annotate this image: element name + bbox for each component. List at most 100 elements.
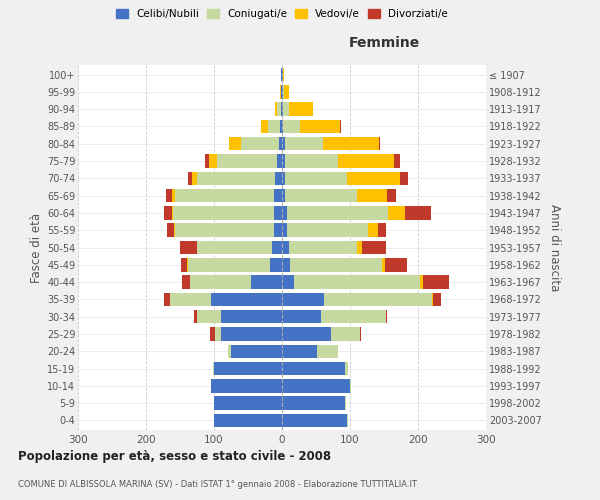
Bar <box>197 172 275 185</box>
Bar <box>172 206 173 220</box>
Bar <box>227 344 231 358</box>
Bar <box>274 206 282 220</box>
Bar <box>229 137 241 150</box>
Bar <box>281 85 282 98</box>
Bar <box>282 224 287 237</box>
Bar <box>287 224 368 237</box>
Bar <box>275 172 282 185</box>
Bar <box>359 327 361 340</box>
Bar <box>405 206 431 220</box>
Bar <box>164 292 170 306</box>
Bar <box>170 292 211 306</box>
Bar <box>294 276 420 289</box>
Bar <box>166 189 172 202</box>
Bar <box>194 310 197 324</box>
Bar <box>187 258 188 272</box>
Y-axis label: Anni di nascita: Anni di nascita <box>548 204 561 291</box>
Bar <box>388 206 405 220</box>
Bar <box>388 189 395 202</box>
Bar <box>282 258 290 272</box>
Bar <box>347 172 400 185</box>
Bar <box>385 258 407 272</box>
Bar <box>181 258 187 272</box>
Bar <box>212 362 214 376</box>
Bar <box>282 85 283 98</box>
Bar <box>286 154 338 168</box>
Bar <box>282 241 289 254</box>
Bar <box>281 102 282 116</box>
Bar <box>268 120 280 133</box>
Bar <box>282 276 294 289</box>
Bar <box>282 120 283 133</box>
Bar <box>394 154 400 168</box>
Bar <box>278 137 282 150</box>
Bar <box>174 224 175 237</box>
Bar <box>251 276 282 289</box>
Bar <box>284 85 289 98</box>
Bar <box>282 362 344 376</box>
Bar <box>172 189 175 202</box>
Bar <box>164 206 172 220</box>
Bar <box>209 154 217 168</box>
Bar <box>282 189 286 202</box>
Bar <box>378 224 386 237</box>
Bar <box>190 276 251 289</box>
Bar <box>214 396 282 410</box>
Bar <box>175 189 274 202</box>
Bar <box>175 224 274 237</box>
Bar <box>424 276 449 289</box>
Bar <box>270 258 282 272</box>
Bar <box>350 379 352 392</box>
Bar <box>282 310 322 324</box>
Bar <box>197 310 221 324</box>
Bar <box>323 137 379 150</box>
Bar <box>188 172 191 185</box>
Bar <box>282 396 344 410</box>
Bar <box>386 310 388 324</box>
Bar <box>282 327 331 340</box>
Bar <box>283 102 289 116</box>
Bar <box>215 327 221 340</box>
Y-axis label: Fasce di età: Fasce di età <box>29 212 43 282</box>
Bar <box>289 102 313 116</box>
Bar <box>182 276 190 289</box>
Bar <box>191 172 197 185</box>
Bar <box>400 172 408 185</box>
Bar <box>282 206 287 220</box>
Bar <box>338 154 394 168</box>
Bar <box>282 172 286 185</box>
Bar <box>282 137 286 150</box>
Bar <box>272 241 282 254</box>
Bar <box>282 292 324 306</box>
Text: Femmine: Femmine <box>349 36 419 51</box>
Bar <box>281 68 282 82</box>
Bar <box>357 189 388 202</box>
Bar <box>180 241 197 254</box>
Bar <box>188 258 270 272</box>
Bar <box>287 206 388 220</box>
Bar <box>274 224 282 237</box>
Bar <box>283 120 301 133</box>
Text: COMUNE DI ALBISSOLA MARINA (SV) - Dati ISTAT 1° gennaio 2008 - Elaborazione TUTT: COMUNE DI ALBISSOLA MARINA (SV) - Dati I… <box>18 480 417 489</box>
Bar <box>211 292 282 306</box>
Bar <box>286 137 323 150</box>
Bar <box>322 310 386 324</box>
Bar <box>282 154 286 168</box>
Bar <box>214 414 282 427</box>
Bar <box>282 414 347 427</box>
Bar <box>214 362 282 376</box>
Bar <box>274 189 282 202</box>
Bar <box>280 85 281 98</box>
Text: Popolazione per età, sesso e stato civile - 2008: Popolazione per età, sesso e stato civil… <box>18 450 331 463</box>
Bar <box>433 292 441 306</box>
Bar <box>211 379 282 392</box>
Bar <box>340 120 341 133</box>
Bar <box>431 292 433 306</box>
Bar <box>357 241 362 254</box>
Bar <box>210 327 215 340</box>
Bar <box>382 258 385 272</box>
Bar <box>290 258 382 272</box>
Bar <box>282 379 350 392</box>
Bar <box>167 224 174 237</box>
Bar <box>286 172 347 185</box>
